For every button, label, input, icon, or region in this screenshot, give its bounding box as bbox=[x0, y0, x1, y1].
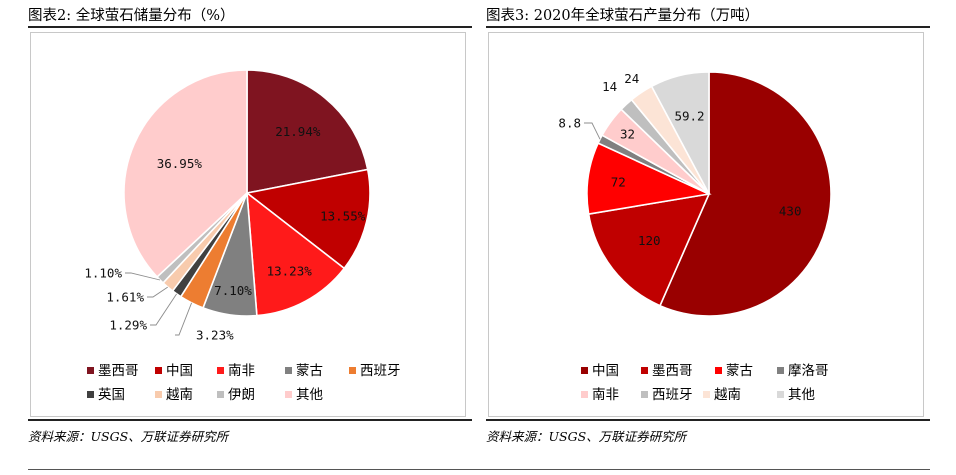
left-legend-swatch bbox=[87, 367, 94, 374]
left-legend-label: 伊朗 bbox=[228, 387, 255, 403]
right-legend-swatch bbox=[641, 367, 648, 374]
left-pie-slice-1 bbox=[245, 168, 371, 270]
right-legend-swatch bbox=[777, 367, 784, 374]
left-legend-item: 英国 bbox=[87, 383, 125, 403]
left-source: 资料来源：USGS、万联证券研究所 bbox=[28, 429, 229, 444]
left-legend-swatch bbox=[285, 367, 292, 374]
left-data-label-5: 1.29% bbox=[109, 318, 147, 333]
right-pie-slice-0 bbox=[658, 71, 832, 317]
right-legend-label: 南非 bbox=[592, 387, 619, 403]
right-legend-item: 中国 bbox=[581, 359, 619, 379]
right-title-rule bbox=[486, 26, 930, 28]
right-chart-title: 图表3: 2020年全球萤石产量分布（万吨） bbox=[486, 8, 760, 24]
left-pie-slice-2 bbox=[246, 191, 346, 317]
right-data-label-6: 24 bbox=[624, 71, 639, 86]
right-legend-swatch bbox=[777, 391, 784, 398]
left-legend-label: 墨西哥 bbox=[98, 363, 139, 379]
left-pie-slice-0 bbox=[246, 69, 369, 194]
right-data-label-5: 14 bbox=[602, 79, 617, 94]
left-data-label-6: 1.61% bbox=[106, 290, 144, 305]
left-leader-line-6 bbox=[147, 286, 168, 298]
right-legend: 中国 墨西哥 蒙古 摩洛哥南非 西班牙 越南 其他 bbox=[581, 359, 911, 409]
right-data-label-4: 32 bbox=[620, 126, 635, 141]
right-legend-swatch bbox=[703, 391, 710, 398]
right-legend-swatch bbox=[641, 391, 648, 398]
right-legend-label: 墨西哥 bbox=[652, 363, 693, 379]
left-legend-swatch bbox=[87, 391, 94, 398]
right-data-label-3: 8.8 bbox=[558, 116, 581, 131]
left-legend-item: 其他 bbox=[285, 383, 323, 403]
left-leader-line-5 bbox=[150, 293, 177, 326]
left-data-label-0: 21.94% bbox=[275, 124, 321, 139]
left-legend-label: 西班牙 bbox=[360, 363, 401, 379]
left-pie-chart: 21.94% 13.55% 13.23% 7.10% 3.23% 1.29% 1.61% 1.… bbox=[84, 69, 371, 343]
left-legend-swatch bbox=[285, 391, 292, 398]
left-legend-item: 西班牙 bbox=[349, 359, 401, 379]
left-legend-item: 南非 bbox=[217, 359, 255, 379]
right-legend-item: 其他 bbox=[777, 383, 815, 403]
left-chart-frame: 21.94% 13.55% 13.23% 7.10% 3.23% 1.29% 1.61% 1.… bbox=[30, 32, 466, 417]
left-leader-line-4 bbox=[175, 302, 193, 336]
right-chart-frame: 430 120 72 8.8 32 14 24 59.2 中国 墨西哥 蒙古 摩洛哥南非 西班牙 越南 其… bbox=[488, 32, 924, 417]
left-legend-item: 蒙古 bbox=[285, 359, 323, 379]
left-legend-label: 英国 bbox=[98, 387, 125, 403]
right-legend-swatch bbox=[581, 391, 588, 398]
left-legend-item: 中国 bbox=[155, 359, 193, 379]
right-legend-item: 墨西哥 bbox=[641, 359, 693, 379]
left-legend-swatch bbox=[217, 391, 224, 398]
left-legend-swatch bbox=[155, 391, 162, 398]
left-legend-item: 伊朗 bbox=[217, 383, 255, 403]
left-legend-item: 越南 bbox=[155, 383, 193, 403]
right-legend-item: 南非 bbox=[581, 383, 619, 403]
right-legend-item: 摩洛哥 bbox=[777, 359, 829, 379]
left-leader-line-7 bbox=[125, 272, 161, 281]
left-pie-slice-8 bbox=[123, 69, 248, 279]
right-source: 资料来源：USGS、万联证券研究所 bbox=[486, 429, 687, 444]
left-legend-swatch bbox=[349, 367, 356, 374]
right-legend-swatch bbox=[581, 367, 588, 374]
left-title-rule bbox=[28, 26, 472, 28]
right-data-label-1: 120 bbox=[638, 233, 661, 248]
left-data-label-8: 36.95% bbox=[157, 156, 203, 171]
right-legend-swatch bbox=[715, 367, 722, 374]
right-legend-label: 摩洛哥 bbox=[788, 363, 829, 379]
right-pie-slice-1 bbox=[587, 192, 711, 307]
left-legend-item: 墨西哥 bbox=[87, 359, 139, 379]
left-legend-swatch bbox=[155, 367, 162, 374]
right-data-label-0: 430 bbox=[779, 204, 802, 219]
right-pie-chart: 430 120 72 8.8 32 14 24 59.2 bbox=[558, 71, 832, 317]
right-bottom-rule bbox=[486, 419, 930, 421]
right-data-label-7: 59.2 bbox=[674, 108, 704, 123]
left-legend-label: 蒙古 bbox=[296, 363, 323, 379]
page-footer-rule bbox=[28, 469, 930, 470]
left-chart-title: 图表2: 全球萤石储量分布（%） bbox=[28, 8, 235, 24]
left-legend-label: 中国 bbox=[166, 363, 193, 379]
right-legend-item: 越南 bbox=[703, 383, 741, 403]
left-bottom-rule bbox=[28, 419, 472, 421]
right-legend-label: 中国 bbox=[592, 363, 619, 379]
right-leader-line-3 bbox=[584, 122, 601, 140]
right-legend-label: 其他 bbox=[788, 387, 815, 403]
left-legend-swatch bbox=[217, 367, 224, 374]
left-data-label-2: 13.23% bbox=[267, 263, 313, 278]
right-data-label-2: 72 bbox=[611, 174, 626, 189]
left-data-label-7: 1.10% bbox=[84, 266, 122, 281]
right-legend-item: 蒙古 bbox=[715, 359, 753, 379]
right-pie-slice-7 bbox=[650, 71, 710, 195]
left-legend-label: 南非 bbox=[228, 363, 255, 379]
right-legend-label: 西班牙 bbox=[652, 387, 693, 403]
left-data-label-4: 3.23% bbox=[196, 328, 234, 343]
left-data-label-1: 13.55% bbox=[320, 208, 366, 223]
left-data-label-3: 7.10% bbox=[214, 283, 252, 298]
left-legend-label: 越南 bbox=[166, 387, 193, 403]
right-legend-item: 西班牙 bbox=[641, 383, 693, 403]
left-legend: 墨西哥 中国 南非 蒙古 西班牙英国 越南 伊朗 其他 bbox=[87, 359, 457, 409]
left-legend-label: 其他 bbox=[296, 387, 323, 403]
right-legend-label: 蒙古 bbox=[726, 363, 753, 379]
right-legend-label: 越南 bbox=[714, 387, 741, 403]
